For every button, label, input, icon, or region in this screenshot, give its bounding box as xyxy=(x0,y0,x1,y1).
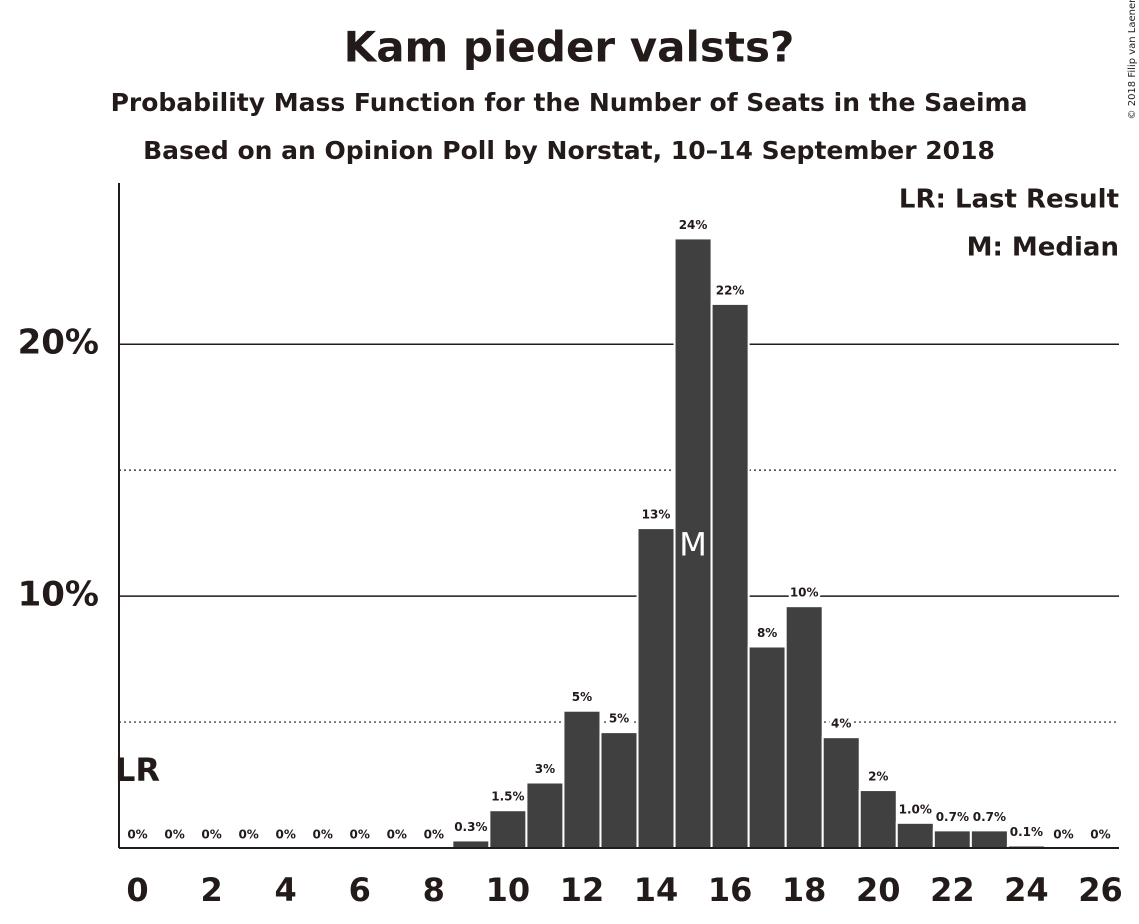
x-tick-label: 18 xyxy=(782,871,827,909)
bar xyxy=(747,645,787,850)
bar xyxy=(895,821,935,850)
value-label: 4% xyxy=(831,717,851,731)
value-label: 13% xyxy=(642,508,671,522)
value-label: 1.0% xyxy=(899,802,932,816)
legend-entry: M: Median xyxy=(967,233,1119,263)
value-label: 0% xyxy=(387,828,407,842)
value-label: 0% xyxy=(127,828,147,842)
bar xyxy=(488,809,528,849)
bar xyxy=(858,789,898,849)
copyright: © 2018 Filip van Laenen xyxy=(1127,0,1138,119)
chart-title: Kam pieder valsts? xyxy=(344,23,795,72)
value-label: 0% xyxy=(275,828,295,842)
bar xyxy=(932,829,972,850)
x-tick-label: 26 xyxy=(1078,871,1123,909)
x-tick-label: 4 xyxy=(275,871,297,909)
bar xyxy=(525,781,565,849)
x-tick-label: 20 xyxy=(856,871,901,909)
x-tick-label: 14 xyxy=(634,871,679,909)
value-label: 0.7% xyxy=(973,810,1006,824)
y-tick-label: 10% xyxy=(18,575,99,615)
value-label: 8% xyxy=(757,626,777,640)
x-tick-label: 10 xyxy=(486,871,531,909)
x-tick-label: 0 xyxy=(126,871,148,909)
bar xyxy=(969,829,1009,850)
value-label: 22% xyxy=(716,283,745,297)
value-label: 0% xyxy=(313,828,333,842)
bar xyxy=(636,527,676,850)
last-result-marker: LR xyxy=(115,751,160,789)
value-label: 0% xyxy=(350,828,370,842)
value-label: 0.7% xyxy=(936,810,969,824)
value-label: 5% xyxy=(609,712,629,726)
median-marker: M xyxy=(679,525,707,563)
x-tick-label: 2 xyxy=(200,871,222,909)
value-label: 10% xyxy=(790,586,819,600)
bar xyxy=(562,709,602,849)
x-tick-label: 16 xyxy=(708,871,753,909)
value-label: 0% xyxy=(1090,828,1110,842)
value-label: 3% xyxy=(535,762,555,776)
value-label: 0.1% xyxy=(1010,825,1043,839)
bar xyxy=(599,731,639,849)
value-label: 0% xyxy=(1053,828,1073,842)
y-tick-label: 20% xyxy=(18,323,99,363)
x-tick-label: 24 xyxy=(1004,871,1049,909)
bar xyxy=(673,237,713,849)
value-label: 2% xyxy=(868,770,888,784)
x-tick-label: 22 xyxy=(930,871,975,909)
value-label: 1.5% xyxy=(491,790,524,804)
legend-entry: LR: Last Result xyxy=(899,185,1119,215)
chart-subtitle: Probability Mass Function for the Number… xyxy=(111,88,1028,117)
bar xyxy=(821,736,861,850)
x-tick-label: 6 xyxy=(349,871,371,909)
value-label: 0% xyxy=(238,828,258,842)
bar xyxy=(784,605,824,849)
value-label: 0% xyxy=(424,828,444,842)
bar xyxy=(451,839,491,849)
chart-subtitle: Based on an Opinion Poll by Norstat, 10–… xyxy=(143,136,995,165)
x-tick-label: 8 xyxy=(423,871,445,909)
value-label: 0% xyxy=(164,828,184,842)
value-label: 0% xyxy=(201,828,221,842)
bar xyxy=(710,302,750,849)
value-label: 0.3% xyxy=(454,820,487,834)
value-label: 5% xyxy=(572,690,592,704)
x-tick-label: 12 xyxy=(560,871,605,909)
value-label: 24% xyxy=(679,218,708,232)
